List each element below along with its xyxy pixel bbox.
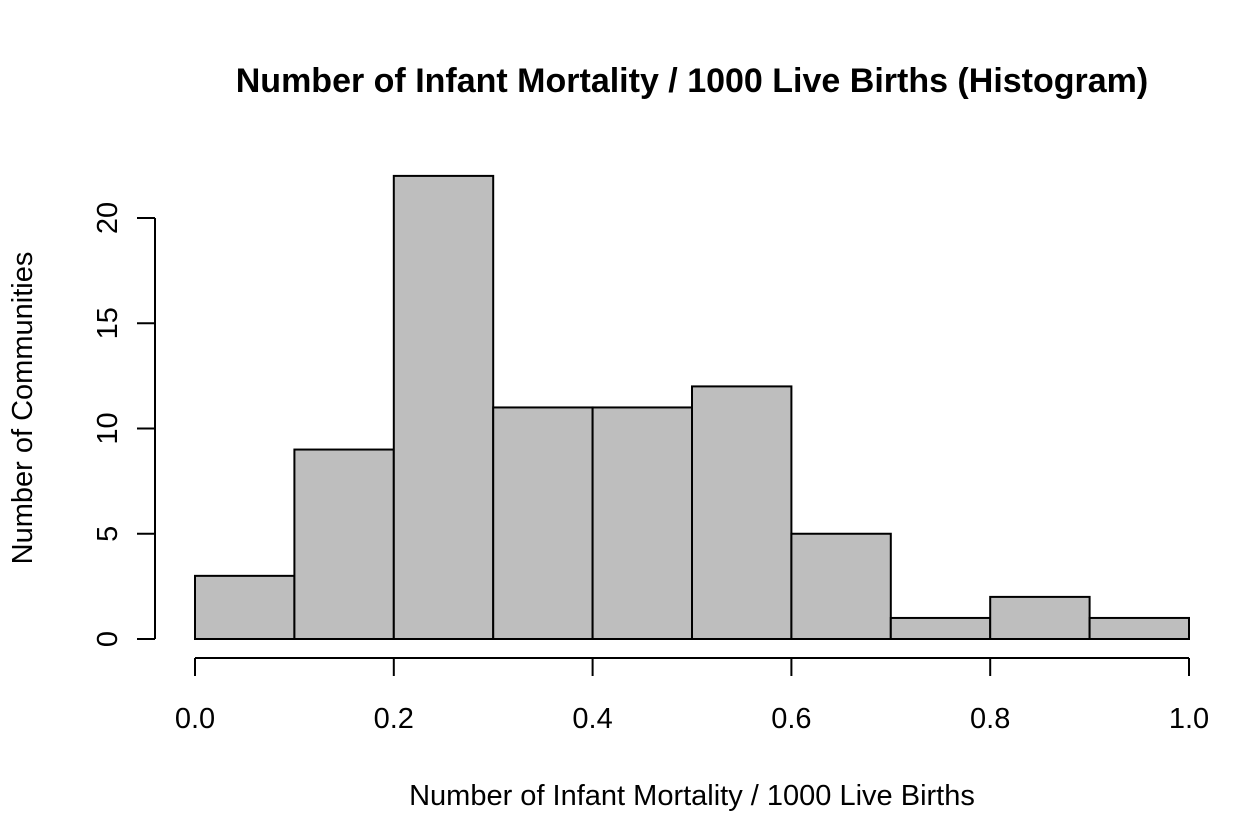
y-tick-label-1: 5 <box>92 526 124 542</box>
histogram-bar-5 <box>691 385 793 640</box>
x-tick-label-0: 0.0 <box>175 703 215 735</box>
histogram-bar-8 <box>989 595 1091 641</box>
histogram-bar-7 <box>889 616 992 641</box>
y-tick-label-4: 20 <box>92 202 124 234</box>
y-tick-label-3: 15 <box>92 307 124 339</box>
bars-group <box>194 174 1190 641</box>
histogram-bar-6 <box>790 532 892 640</box>
histogram-bar-0 <box>194 574 296 640</box>
y-axis: 0 5 10 15 20 <box>92 202 156 647</box>
y-axis-label: Number of Communities <box>7 252 39 565</box>
x-tick-label-4: 0.8 <box>970 703 1010 735</box>
histogram-bar-3 <box>492 406 594 641</box>
histogram-bar-4 <box>591 406 693 641</box>
y-tick-label-0: 0 <box>92 631 124 647</box>
y-tick-label-2: 10 <box>92 412 124 444</box>
x-tick-label-1: 0.2 <box>374 703 414 735</box>
x-tick-label-2: 0.4 <box>572 703 612 735</box>
histogram-bar-2 <box>392 174 495 640</box>
chart-title: Number of Infant Mortality / 1000 Live B… <box>236 62 1148 100</box>
x-axis: 0.0 0.2 0.4 0.6 0.8 1.0 <box>175 657 1209 735</box>
x-axis-label: Number of Infant Mortality / 1000 Live B… <box>409 780 975 812</box>
histogram-bar-1 <box>293 448 395 640</box>
x-tick-label-5: 1.0 <box>1169 703 1209 735</box>
histogram-bar-9 <box>1088 616 1190 641</box>
x-tick-label-3: 0.6 <box>771 703 811 735</box>
